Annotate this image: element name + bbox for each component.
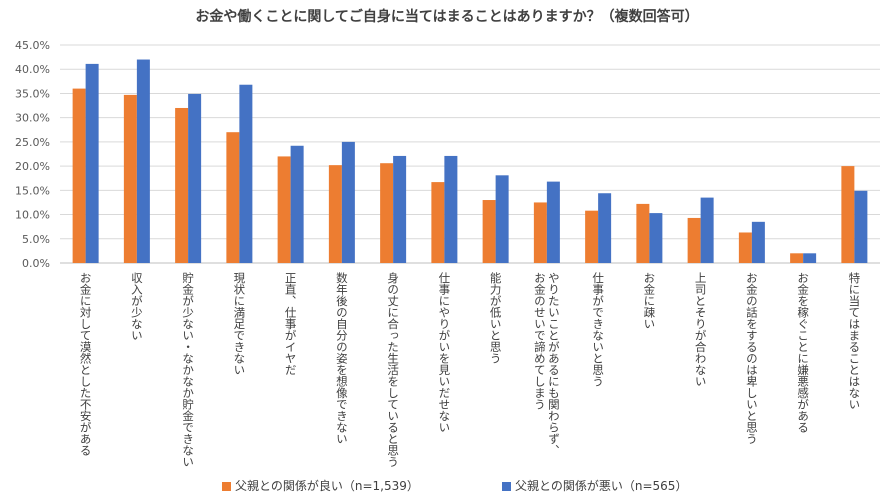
x-tick-label: 上司とそりが合わない — [694, 272, 708, 387]
x-tick-label: 収入が少ない — [130, 272, 144, 341]
legend-swatch-good — [222, 482, 231, 491]
x-tick-label: やりたいことがあるにも関わらず、 — [547, 272, 561, 456]
bar-bad — [854, 190, 868, 263]
bar-good — [277, 156, 291, 263]
x-tick-label: 仕事ができないと思う — [591, 272, 605, 387]
legend-item-good: 父親との関係が良い（n=1,539） — [222, 477, 419, 494]
y-tick-label: 20.0% — [15, 160, 50, 173]
x-tick-label: 仕事にやりがいを見いだせない — [437, 272, 451, 433]
bar-good — [380, 163, 394, 263]
legend-item-bad: 父親との関係が悪い（n=565） — [502, 477, 687, 494]
bar-good — [431, 182, 445, 263]
x-tick-label: 正直、仕事がイヤだ — [284, 272, 298, 376]
y-tick-label: 15.0% — [15, 184, 50, 197]
y-tick-label: 45.0% — [15, 39, 50, 52]
x-tick-label: 能力が低いと思う — [489, 271, 503, 364]
bar-good — [123, 94, 137, 263]
x-tick-label: 身の丈に合った生活をしていると思う — [386, 271, 400, 467]
bar-good — [72, 88, 86, 263]
bar-bad — [598, 193, 612, 263]
bar-bad — [649, 213, 663, 263]
bar-bad — [85, 63, 99, 263]
bar-bad — [495, 175, 509, 263]
bar-bad — [239, 84, 253, 263]
bar-bad — [393, 155, 407, 263]
legend-swatch-bad — [502, 482, 511, 491]
bar-good — [738, 232, 752, 263]
y-tick-label: 35.0% — [15, 87, 50, 100]
bar-bad — [136, 59, 150, 264]
bar-good — [790, 253, 804, 263]
bar-bad — [751, 221, 765, 263]
x-tick-label: お金のせいで諦めてしまう — [533, 272, 547, 410]
bar-bad — [700, 197, 714, 263]
bar-good — [687, 217, 701, 263]
x-tick-label: お金に疎い — [642, 272, 656, 330]
legend-label-good: 父親との関係が良い（n=1,539） — [235, 479, 419, 493]
x-tick-label: お金に対して漠然とした不安がある — [79, 272, 93, 456]
bar-good — [585, 210, 599, 263]
bar-good — [482, 200, 496, 263]
chart-title: お金や働くことに関してご自身に当てはまることはありますか？（複数回答可） — [195, 9, 699, 25]
y-tick-label: 0.0% — [22, 257, 50, 270]
legend-label-bad: 父親との関係が悪い（n=565） — [515, 479, 688, 493]
x-tick-label: お金の話をするのは卑しいと思う — [745, 272, 759, 445]
bar-good — [328, 165, 342, 263]
bar-bad — [290, 145, 304, 263]
bar-bad — [803, 253, 817, 263]
bar-bad — [546, 181, 560, 263]
y-tick-label: 5.0% — [22, 233, 50, 246]
bar-bad — [444, 155, 458, 263]
y-tick-label: 30.0% — [15, 112, 50, 125]
bar-bad — [341, 141, 355, 263]
bar-good — [636, 203, 650, 263]
y-tick-label: 25.0% — [15, 136, 50, 149]
x-tick-label: 数年後の自分の姿を想像できない — [335, 271, 349, 444]
y-tick-label: 10.0% — [15, 209, 50, 222]
bar-good — [533, 202, 547, 263]
bar-good — [841, 166, 855, 263]
y-tick-label: 40.0% — [15, 63, 50, 76]
bar-good — [226, 132, 240, 263]
x-tick-label: 現状に満足できない — [232, 272, 246, 376]
bar-good — [175, 107, 189, 263]
bar-bad — [188, 93, 202, 263]
x-tick-label: お金を稼ぐことに嫌悪感がある — [796, 272, 810, 433]
x-tick-label: 特に当てはまることはない — [847, 271, 861, 410]
x-tick-label: 貯金が少ない・なかなか貯金できない — [181, 272, 195, 468]
